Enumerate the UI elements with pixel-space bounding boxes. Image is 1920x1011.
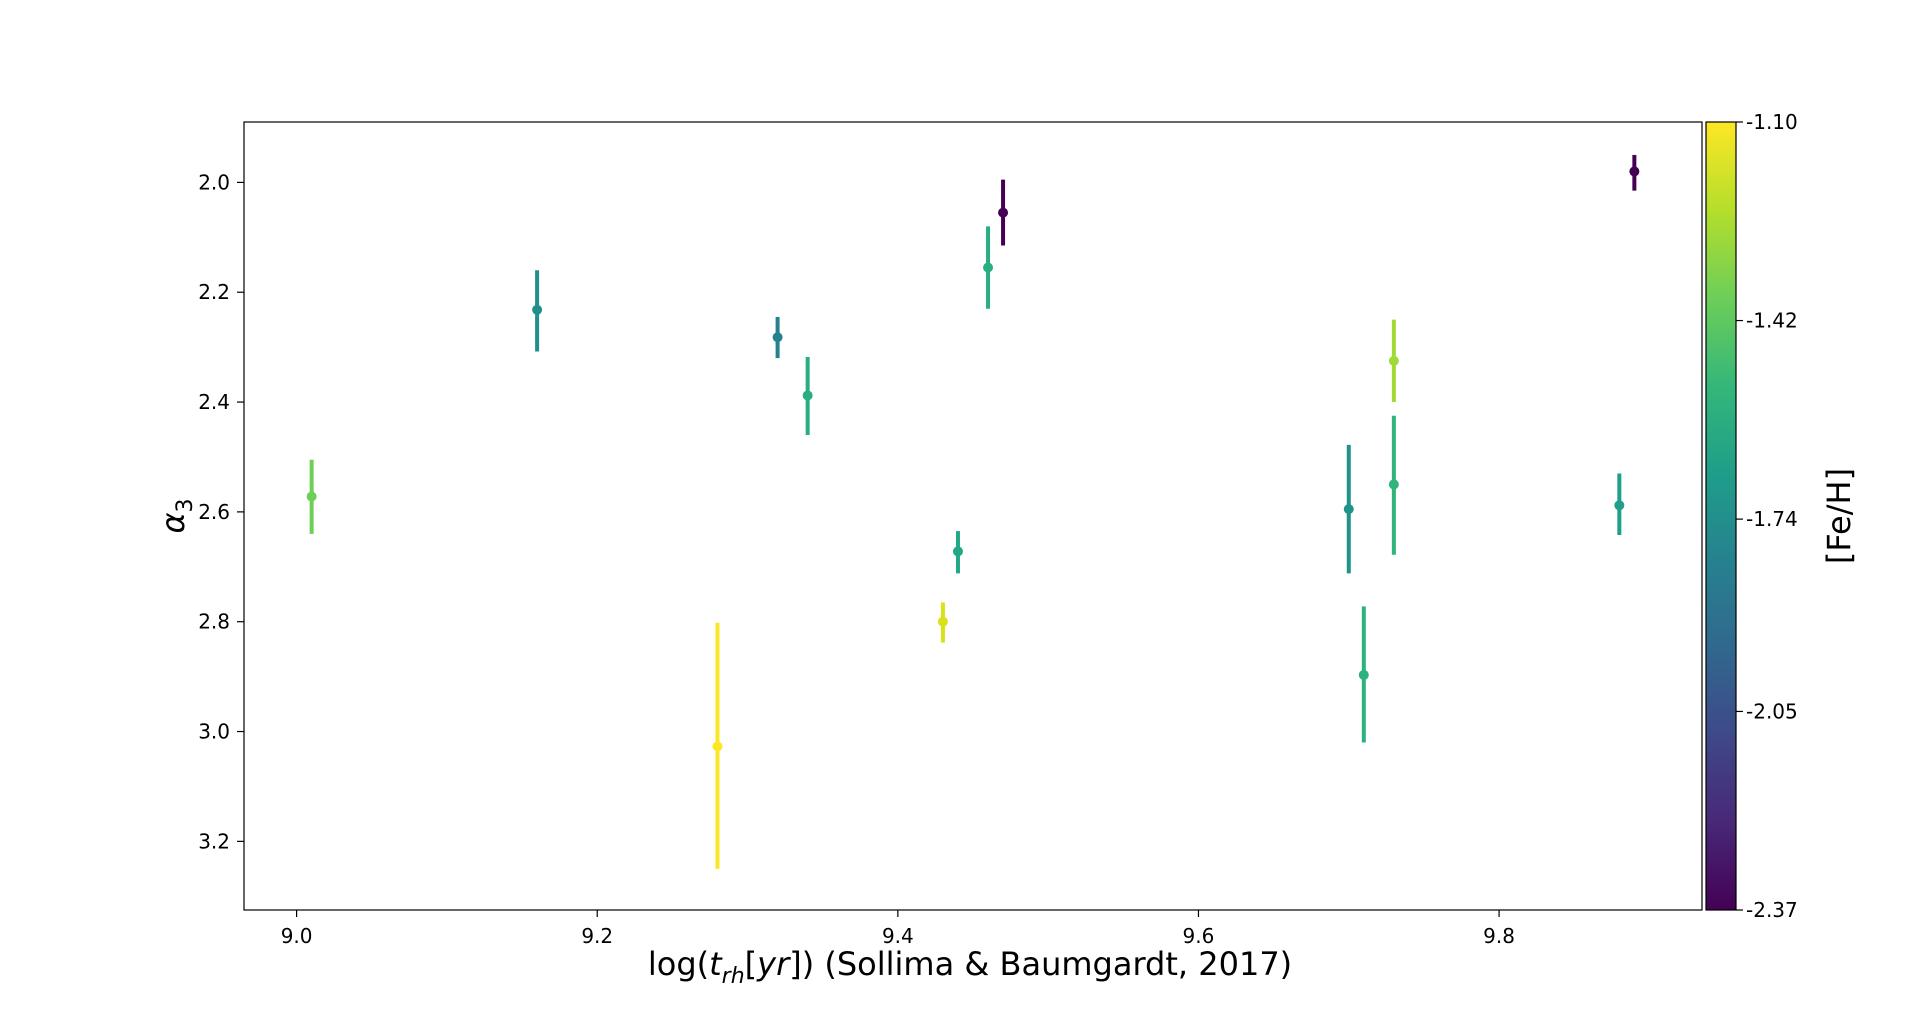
y-tick-label: 3.0 xyxy=(198,720,230,744)
point-marker xyxy=(1614,500,1625,511)
data-point xyxy=(1629,154,1640,191)
data-point xyxy=(1358,606,1369,743)
point-marker xyxy=(802,390,813,401)
y-tick-label: 3.2 xyxy=(198,829,230,853)
x-axis-label: log(trh[yr]) (Sollima & Baumgardt, 2017) xyxy=(648,945,1292,989)
y-tick-label: 2.0 xyxy=(198,170,230,194)
colorbar-tick-label: -1.74 xyxy=(1746,507,1798,531)
point-marker xyxy=(1388,355,1399,366)
data-point xyxy=(1388,319,1399,403)
point-marker xyxy=(712,741,723,752)
data-point xyxy=(952,531,963,574)
x-tick-label: 9.6 xyxy=(1183,924,1215,948)
colorbar-label: [Fe/H] xyxy=(1820,468,1858,564)
data-point xyxy=(802,357,813,436)
point-marker xyxy=(998,207,1009,218)
y-tick-label: 2.2 xyxy=(198,280,230,304)
colorbar: -1.10 -1.42 -1.74 -2.05 -2.37 xyxy=(1705,110,1798,922)
point-marker xyxy=(1629,166,1640,177)
point-marker xyxy=(532,304,543,315)
x-tick-label: 9.4 xyxy=(882,924,914,948)
data-point xyxy=(772,316,783,359)
x-axis: 9.0 9.2 9.4 9.6 9.8 xyxy=(281,910,1515,948)
y-tick-label: 2.4 xyxy=(198,390,230,414)
point-marker xyxy=(306,491,317,502)
colorbar-tick-label: -2.05 xyxy=(1746,699,1798,723)
data-point xyxy=(1614,473,1625,535)
data-point xyxy=(712,622,723,869)
y-axis-label: α3 xyxy=(154,498,198,533)
point-marker xyxy=(772,332,783,343)
y-tick-label: 2.6 xyxy=(198,500,230,524)
point-marker xyxy=(1358,669,1369,680)
y-tick-label: 2.8 xyxy=(198,610,230,634)
plot-area xyxy=(243,121,1703,911)
data-point xyxy=(937,602,948,643)
point-marker xyxy=(952,546,963,557)
x-tick-label: 9.8 xyxy=(1483,924,1515,948)
data-point xyxy=(998,179,1009,246)
colorbar-tick-label: -2.37 xyxy=(1746,898,1798,922)
data-point xyxy=(1343,444,1354,574)
x-tick-label: 9.0 xyxy=(281,924,313,948)
colorbar-gradient xyxy=(1705,121,1737,911)
x-tick-label: 9.2 xyxy=(581,924,613,948)
y-axis: 2.0 2.2 2.4 2.6 2.8 3.0 3.2 xyxy=(198,170,244,853)
data-point xyxy=(1388,415,1399,555)
point-marker xyxy=(983,262,994,273)
point-marker xyxy=(937,616,948,627)
data-point xyxy=(532,270,543,352)
colorbar-tick-label: -1.42 xyxy=(1746,309,1798,333)
data-points xyxy=(306,154,1640,869)
plot-frame xyxy=(243,121,1703,911)
data-point xyxy=(983,226,994,309)
point-marker xyxy=(1343,504,1354,515)
colorbar-tick-label: -1.10 xyxy=(1746,110,1798,134)
data-point xyxy=(306,459,317,534)
point-marker xyxy=(1388,479,1399,490)
